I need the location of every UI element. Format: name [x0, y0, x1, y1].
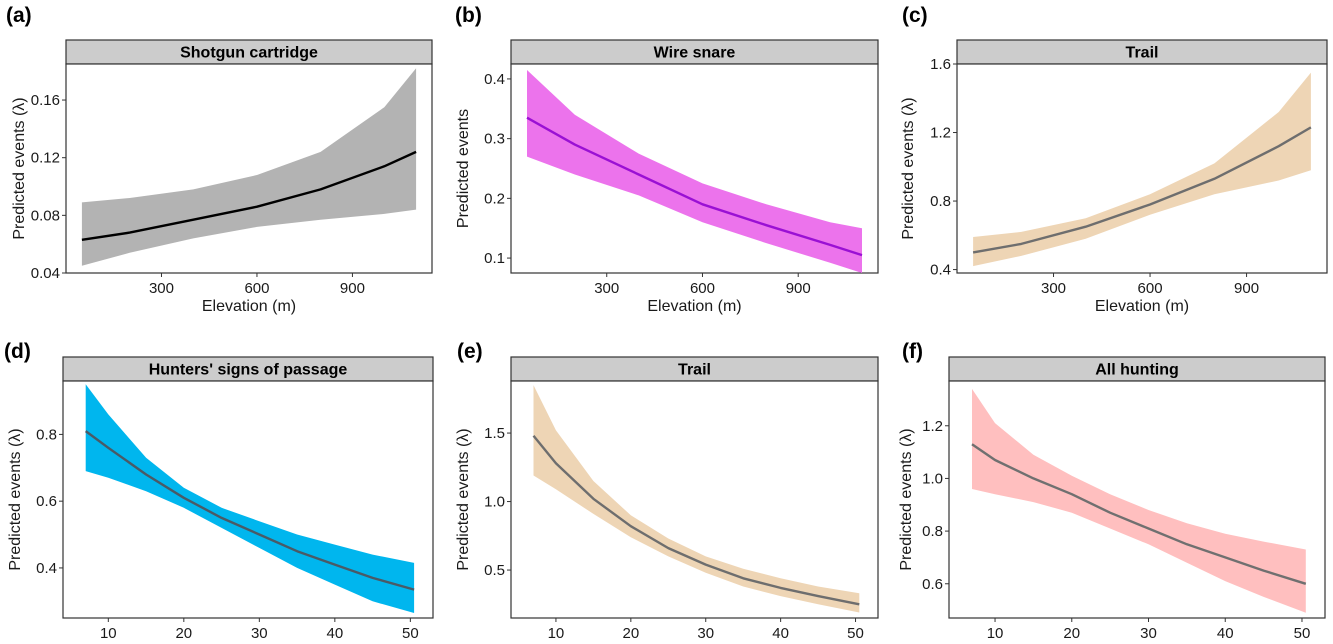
y-tick-label: 0.5: [484, 562, 505, 579]
x-axis-title: Elevation (m): [1095, 298, 1189, 315]
x-tick-label: 20: [1063, 625, 1080, 642]
y-tick-label: 0.6: [36, 493, 57, 510]
x-tick-label: 300: [1041, 280, 1066, 297]
panel-letter: (b): [455, 4, 482, 27]
y-tick-label: 0.12: [31, 150, 60, 167]
plot-area: [510, 380, 879, 619]
facet-title: Trail: [678, 362, 711, 379]
fitted-line: [532, 435, 860, 606]
x-tick-label: 300: [594, 280, 619, 297]
x-tick-label: 600: [690, 280, 715, 297]
y-tick-label: 0.4: [930, 262, 951, 279]
panel-b: (b) Wire snare 300 600 900 0.1 0.2 0.3 0.4 Elevat…: [455, 4, 879, 315]
y-axis-title: Predicted events (λ): [898, 428, 915, 570]
x-tick-label: 10: [548, 625, 565, 642]
x-tick-label: 40: [1217, 625, 1234, 642]
x-tick-label: 50: [1294, 625, 1311, 642]
confidence-band: [527, 70, 862, 273]
y-tick-label: 0.3: [484, 131, 505, 148]
y-tick-label: 0.4: [484, 71, 505, 88]
y-tick-label: 1.0: [922, 470, 943, 487]
x-tick-label: 10: [987, 625, 1004, 642]
facet-strip: [65, 39, 433, 65]
y-tick-label: 0.8: [36, 426, 57, 443]
facet-strip: [510, 356, 879, 382]
y-tick-label: 0.1: [484, 250, 505, 267]
y-axis-title: Predicted events (λ): [7, 428, 24, 570]
y-tick-label: 0.4: [36, 560, 57, 577]
x-tick-label: 30: [697, 625, 714, 642]
confidence-band: [533, 385, 860, 613]
y-tick-label: 1.2: [930, 125, 951, 142]
x-tick-label: 20: [175, 625, 192, 642]
facet-title: Trail: [1126, 45, 1159, 62]
y-tick-label: 0.6: [922, 576, 943, 593]
fitted-line: [526, 116, 863, 257]
y-tick-label: 0.08: [31, 207, 60, 224]
y-tick-label: 0.16: [31, 92, 60, 109]
y-axis-title: Predicted events (λ): [11, 97, 28, 239]
x-tick-label: 50: [402, 625, 419, 642]
x-tick-label: 900: [786, 280, 811, 297]
panel-d: (d) Hunters' signs of passage 10 20 30 40 50 0.…: [4, 340, 434, 644]
fitted-line: [81, 150, 417, 241]
facet-strip: [62, 356, 434, 382]
y-tick-label: 0.8: [930, 193, 951, 210]
fitted-line: [972, 126, 1312, 254]
x-tick-label: 900: [340, 280, 365, 297]
y-axis-title: Predicted events (λ): [900, 97, 917, 239]
facet-title: All hunting: [1095, 362, 1179, 379]
panel-letter: (e): [457, 340, 483, 363]
facet-title: Wire snare: [654, 45, 736, 62]
y-tick-label: 0.04: [31, 265, 60, 282]
x-tick-label: 900: [1234, 280, 1259, 297]
y-tick-label: 0.2: [484, 190, 505, 207]
panel-letter: (c): [902, 4, 928, 27]
y-tick-label: 1.5: [484, 425, 505, 442]
panel-letter: (d): [4, 340, 31, 363]
x-tick-label: 300: [149, 280, 174, 297]
x-tick-label: 40: [326, 625, 343, 642]
facet-title: Hunters' signs of passage: [149, 362, 348, 379]
x-tick-label: 600: [244, 280, 269, 297]
y-tick-label: 1.2: [922, 418, 943, 435]
confidence-band: [85, 384, 415, 613]
fitted-line: [84, 430, 415, 591]
y-tick-label: 1.0: [484, 494, 505, 511]
x-tick-label: 50: [847, 625, 864, 642]
y-tick-label: 1.6: [930, 56, 951, 73]
facet-title: Shotgun cartridge: [180, 45, 318, 62]
x-tick-label: 30: [251, 625, 268, 642]
x-tick-label: 40: [772, 625, 789, 642]
x-tick-label: 10: [100, 625, 117, 642]
fitted-line: [971, 443, 1307, 585]
panel-letter: (f): [902, 340, 923, 363]
x-axis-title: Elevation (m): [202, 298, 296, 315]
x-axis-title: Elevation (m): [647, 298, 741, 315]
x-tick-label: 600: [1138, 280, 1163, 297]
facet-strip: [956, 39, 1328, 65]
y-tick-label: 0.8: [922, 523, 943, 540]
panel-c: (c) Trail 300 600 900 0.4 0.8 1.2 1.6 Elevation (…: [900, 4, 1328, 315]
y-axis-title: Predicted events: [455, 109, 472, 228]
panel-a: (a) Shotgun cartridge 300 600 900 0.04 0.08 0.1…: [6, 4, 433, 315]
x-tick-label: 20: [622, 625, 639, 642]
y-axis-title: Predicted events (λ): [455, 428, 472, 570]
panel-letter: (a): [6, 4, 32, 27]
panel-f: (f)All hunting10203040500.60.81.01.2Terr…: [898, 340, 1326, 644]
x-tick-label: 30: [1140, 625, 1157, 642]
confidence-band: [81, 68, 417, 266]
